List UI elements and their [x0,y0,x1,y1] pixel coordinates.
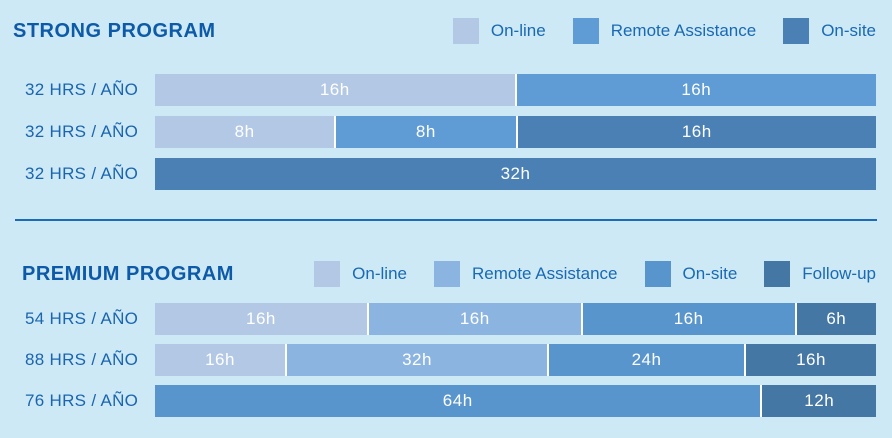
premium-program-title: PREMIUM PROGRAM [22,262,234,285]
chart-row: 54 HRS / AÑO 16h 16h 16h 6h [0,303,892,335]
segment-value: 16h [681,80,712,99]
bar-segment-on-line: 16h [155,303,367,335]
legend-item-on-line: On-line [452,18,546,44]
premium-program-legend: On-line Remote Assistance On-site Follow-up [314,261,876,287]
legend-swatch-remote-assistance [433,261,460,287]
bar-segment-remote-assistance: 16h [514,74,876,106]
row-label: 88 HRS / AÑO [25,350,139,369]
stacked-bar: 64h 12h [155,385,876,417]
chart-row: 32 HRS / AÑO 8h 8h 16h [0,116,892,148]
legend-label: Remote Assistance [471,264,618,283]
segment-value: 32h [500,164,531,183]
legend-label: On-line [352,264,407,283]
bar-segment-follow-up: 12h [760,385,876,417]
stacked-bar: 16h 16h [155,74,876,106]
legend-swatch-on-line [452,18,479,44]
chart-row: 32 HRS / AÑO 32h [0,158,892,190]
segment-value: 6h [826,309,847,328]
bar-segment-follow-up: 16h [744,344,876,376]
bar-segment-on-site: 16h [580,303,795,335]
legend-item-on-line: On-line [314,261,407,287]
bar-segment-on-site: 24h [547,344,744,376]
row-label: 54 HRS / AÑO [25,309,139,328]
legend-swatch-remote-assistance [572,18,599,44]
stacked-bar: 16h 32h 24h 16h [155,344,876,376]
segment-value: 16h [459,309,490,328]
legend-item-on-site: On-site [783,18,876,44]
stacked-bar: 32h [155,158,876,190]
legend-label: On-site [682,264,738,283]
segment-value: 16h [245,309,276,328]
segment-value: 12h [804,391,835,410]
segment-value: 16h [796,350,826,369]
bar-segment-on-site: 16h [515,116,876,148]
legend-label: Follow-up [802,264,876,283]
premium-program-rows: 54 HRS / AÑO 16h 16h 16h 6h 88 HRS / AÑO 16h 32… [0,303,892,417]
row-label: 32 HRS / AÑO [25,164,139,183]
bar-segment-remote-assistance: 16h [366,303,581,335]
bar-segment-remote-assistance: 32h [285,344,547,376]
segment-value: 16h [681,122,712,141]
strong-program-title: STRONG PROGRAM [13,19,216,42]
row-label: 32 HRS / AÑO [25,80,139,99]
legend-label: Remote Assistance [610,21,757,40]
legend-swatch-follow-up [764,261,791,287]
bar-segment-on-site: 64h [155,385,761,417]
row-label: 76 HRS / AÑO [25,391,139,410]
segment-value: 16h [205,350,235,369]
segment-value: 64h [442,391,473,410]
bar-segment-remote-assistance: 8h [334,116,516,148]
legend-swatch-on-site [644,261,671,287]
legend-label: On-line [490,21,546,40]
legend-item-follow-up: Follow-up [764,261,876,287]
segment-value: 8h [415,122,436,141]
strong-program-legend: On-line Remote Assistance On-site [452,18,876,44]
strong-program-section: STRONG PROGRAM On-line Remote Assistance O… [0,0,892,190]
stacked-bar: 16h 16h 16h 6h [155,303,877,335]
chart-row: 88 HRS / AÑO 16h 32h 24h 16h [0,344,892,376]
bar-segment-on-line: 16h [155,344,285,376]
bar-segment-on-line: 16h [155,74,515,106]
strong-program-header: STRONG PROGRAM On-line Remote Assistance O… [0,14,892,48]
segment-value: 32h [402,350,432,369]
legend-item-on-site: On-site [644,261,738,287]
segment-value: 16h [319,80,350,99]
premium-program-section: PREMIUM PROGRAM On-line Remote Assistance… [0,257,892,417]
bar-segment-on-line: 8h [155,116,335,148]
legend-swatch-on-line [314,261,341,287]
chart-row: 32 HRS / AÑO 16h 16h [0,74,892,106]
strong-program-rows: 32 HRS / AÑO 16h 16h 32 HRS / AÑO 8h 8h 16h 32 … [0,74,892,190]
segment-value: 24h [631,350,662,369]
legend-item-remote-assistance: Remote Assistance [433,261,618,287]
legend-item-remote-assistance: Remote Assistance [572,18,757,44]
legend-swatch-on-site [783,18,810,44]
bar-segment-follow-up: 6h [794,303,877,335]
chart-row: 76 HRS / AÑO 64h 12h [0,385,892,417]
segment-value: 16h [673,309,704,328]
section-divider [15,219,877,221]
premium-program-header: PREMIUM PROGRAM On-line Remote Assistance… [0,257,892,291]
row-label: 32 HRS / AÑO [25,122,139,141]
bar-segment-on-site: 32h [155,158,876,190]
legend-label: On-site [821,21,876,40]
segment-value: 8h [234,122,255,141]
stacked-bar: 8h 8h 16h [155,116,876,148]
